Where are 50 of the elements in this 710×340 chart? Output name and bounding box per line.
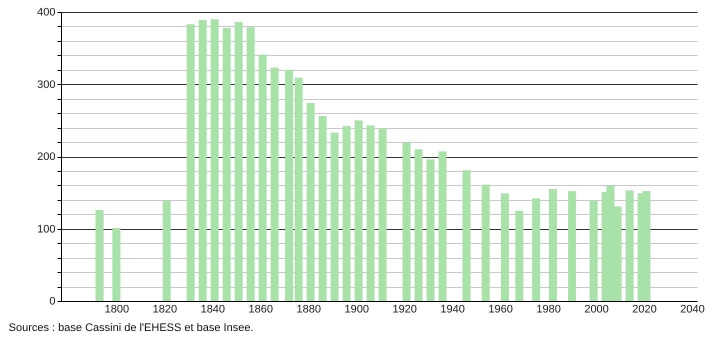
- y-tick-label: 100: [37, 223, 56, 236]
- bar: [366, 125, 375, 301]
- bar: [548, 189, 557, 301]
- y-tick-label: 300: [37, 78, 56, 91]
- bar: [162, 200, 171, 301]
- y-tick-label: 400: [37, 6, 56, 18]
- bar: [378, 128, 387, 301]
- x-tick-label: 2000: [584, 304, 609, 316]
- x-tick-label: 1860: [248, 304, 274, 316]
- x-tick-label: 2040: [680, 304, 705, 316]
- bar: [414, 149, 423, 301]
- y-tick-label: 200: [37, 151, 56, 163]
- bar: [198, 20, 207, 301]
- x-tick-label: 1900: [344, 304, 369, 316]
- bar: [270, 68, 279, 301]
- x-tick-label: 2020: [632, 304, 657, 316]
- bar: [626, 190, 634, 301]
- bar: [222, 28, 231, 301]
- x-tick-label: 1980: [536, 304, 561, 316]
- x-tick-label: 1880: [296, 304, 321, 316]
- bar: [515, 210, 524, 301]
- bar: [112, 228, 120, 301]
- bar: [96, 210, 104, 301]
- bar: [402, 142, 411, 301]
- bar: [342, 126, 351, 301]
- source-note: Sources : base Cassini de l'EHESS et base Insee.: [8, 322, 254, 334]
- bar: [186, 24, 195, 301]
- bar: [210, 19, 219, 301]
- bar: [246, 27, 255, 301]
- bar: [306, 103, 315, 301]
- bar: [234, 22, 243, 301]
- bar: [568, 191, 576, 301]
- x-tick-label: 1920: [392, 304, 417, 316]
- bar: [532, 198, 540, 301]
- bar: [330, 132, 339, 301]
- bar: [590, 200, 598, 301]
- bar: [258, 54, 267, 301]
- x-tick-label: 1840: [200, 304, 226, 316]
- bar: [438, 151, 447, 301]
- y-tick-label: 0: [49, 296, 56, 308]
- bar: [426, 159, 435, 301]
- x-tick-label: 1800: [104, 304, 130, 316]
- bar: [354, 120, 363, 301]
- x-tick-label: 1960: [488, 304, 513, 316]
- x-tick-label: 1940: [440, 304, 465, 316]
- bar: [318, 116, 327, 301]
- bar: [462, 170, 471, 301]
- bar: [500, 193, 509, 301]
- bar: [482, 184, 490, 301]
- x-tick-label: 1820: [152, 304, 178, 316]
